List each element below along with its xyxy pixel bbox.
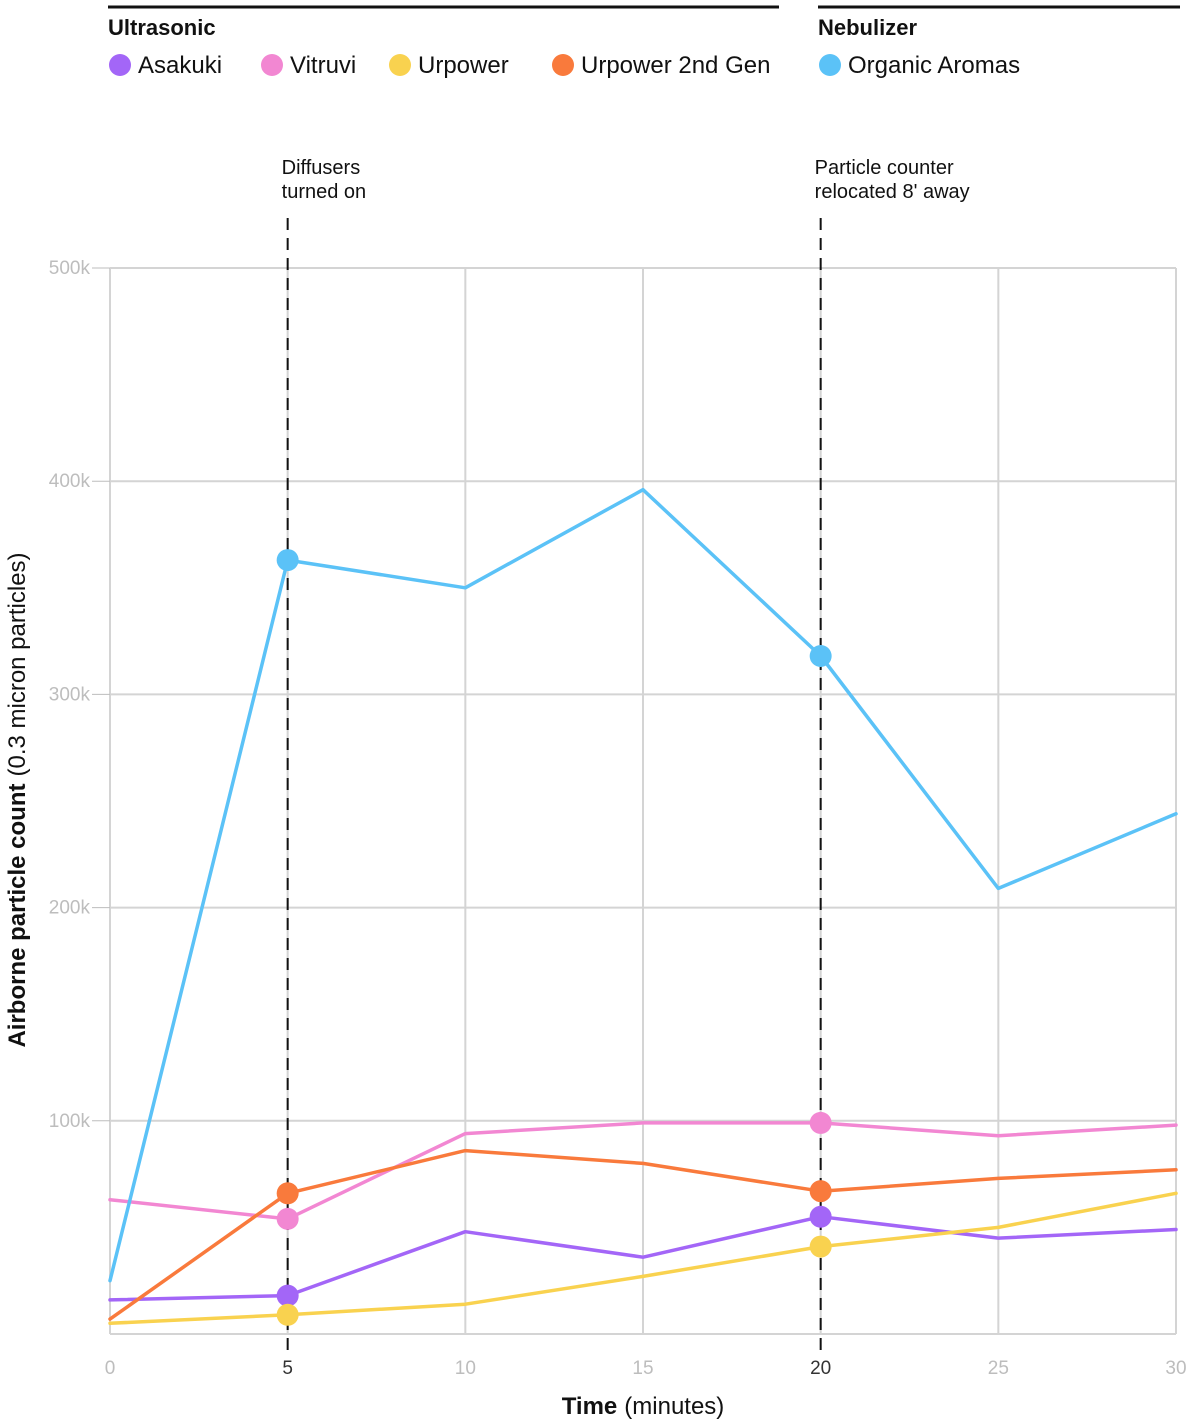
data-point-asakuki [809,1205,832,1228]
series-markers [276,549,832,1326]
annotations: Diffusers turned on Particle counter reloca… [282,157,970,1350]
data-point-urpower-2nd-gen [276,1182,299,1205]
legend: Ultrasonic Asakuki Vitruvi Urpower Urpower 2… [108,5,1180,79]
annotation-label-line: turned on [282,181,367,203]
legend-label-asakuki: Asakuki [138,52,222,79]
annotation-label: Diffusers turned on [282,157,367,203]
gridlines [109,267,1177,1335]
legend-label-urpower: Urpower [418,52,509,79]
y-tick-label: 500k [49,258,91,279]
annotation-label-line: Particle counter [815,157,954,179]
x-tick-label: 15 [632,1358,653,1379]
x-axis-title-rest: (minutes) [624,1393,724,1420]
legend-group-title: Nebulizer [818,15,917,40]
legend-swatch-organic-aromas [819,54,841,76]
legend-swatch-urpower-2nd-gen [552,54,574,76]
legend-label-vitruvi: Vitruvi [290,52,356,79]
legend-group-title: Ultrasonic [108,15,216,40]
x-tick-label: 20 [810,1358,831,1379]
y-tick-label: 100k [49,1111,91,1132]
data-point-urpower-2nd-gen [809,1180,832,1203]
data-point-organic-aromas [809,645,832,668]
legend-swatch-urpower [389,54,411,76]
y-tick-label: 200k [49,898,91,919]
y-axis-title: Airborne particle count (0.3 micron parti… [4,552,31,1047]
x-axis-title: Time (minutes) [562,1393,725,1420]
legend-swatch-asakuki [109,54,131,76]
y-axis-title-rest: (0.3 micron particles) [4,552,31,776]
x-tick-label: 0 [105,1358,116,1379]
y-tick-label: 300k [49,684,91,705]
y-tick-label: 400k [49,471,91,492]
legend-label-urpower-2nd-gen: Urpower 2nd Gen [581,52,770,79]
data-point-urpower [809,1235,832,1258]
data-point-urpower [276,1303,299,1326]
data-point-vitruvi [809,1111,832,1134]
x-axis-title-bold: Time [562,1393,618,1420]
x-tick-label: 30 [1165,1358,1186,1379]
annotation-label-line: Diffusers [282,157,361,179]
data-point-asakuki [276,1284,299,1307]
annotation-label: Particle counter relocated 8' away [815,157,970,203]
x-tick-label: 10 [455,1358,476,1379]
x-tick-label: 5 [282,1358,293,1379]
axis-ticks: 0 5 10 15 20 25 30 100k 200k 300k 400k 500k [49,258,1187,1379]
annotation-label-line: relocated 8' away [815,181,970,203]
legend-swatch-vitruvi [261,54,283,76]
x-tick-label: 25 [988,1358,1009,1379]
legend-label-organic-aromas: Organic Aromas [848,52,1020,79]
data-point-organic-aromas [276,549,299,572]
data-point-vitruvi [276,1207,299,1230]
y-axis-title-bold: Airborne particle count [4,784,31,1048]
